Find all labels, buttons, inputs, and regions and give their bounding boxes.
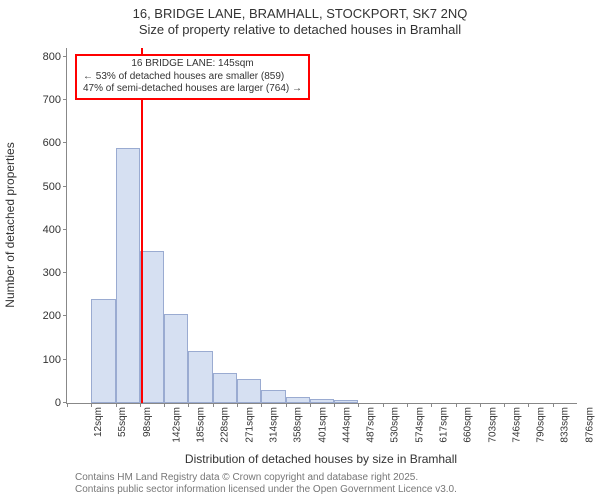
- y-tick-label: 700: [43, 94, 67, 106]
- x-tick-label: 185sqm: [196, 407, 207, 443]
- x-tick-mark: [188, 403, 189, 407]
- chart-title-line1: 16, BRIDGE LANE, BRAMHALL, STOCKPORT, SK…: [0, 6, 600, 21]
- plot-area: 010020030040050060070080012sqm55sqm98sqm…: [66, 48, 577, 404]
- histogram-bar: [310, 399, 334, 403]
- x-tick-mark: [334, 403, 335, 407]
- x-tick-mark: [237, 403, 238, 407]
- footer-attribution-2: Contains public sector information licen…: [75, 484, 457, 495]
- x-tick-mark: [528, 403, 529, 407]
- annotation-line-3: 47% of semi-detached houses are larger (…: [83, 83, 302, 96]
- footer-attribution-1: Contains HM Land Registry data © Crown c…: [75, 472, 418, 483]
- y-tick-label: 500: [43, 181, 67, 193]
- x-tick-label: 746sqm: [511, 407, 522, 443]
- x-tick-mark: [310, 403, 311, 407]
- y-tick-label: 200: [43, 310, 67, 322]
- reference-line: [141, 48, 143, 403]
- chart-title-line2: Size of property relative to detached ho…: [0, 22, 600, 37]
- y-tick-mark: [63, 315, 67, 316]
- histogram-bar: [140, 251, 164, 403]
- x-tick-label: 617sqm: [439, 407, 450, 443]
- x-tick-mark: [261, 403, 262, 407]
- x-tick-mark: [286, 403, 287, 407]
- x-tick-mark: [407, 403, 408, 407]
- y-tick-mark: [63, 359, 67, 360]
- x-tick-mark: [91, 403, 92, 407]
- x-tick-mark: [67, 403, 68, 407]
- y-axis-label: Number of detached properties: [3, 142, 17, 307]
- x-tick-mark: [480, 403, 481, 407]
- x-tick-label: 142sqm: [171, 407, 182, 443]
- x-tick-label: 530sqm: [390, 407, 401, 443]
- x-tick-mark: [431, 403, 432, 407]
- y-tick-mark: [63, 272, 67, 273]
- histogram-bar: [237, 379, 261, 403]
- y-tick-label: 800: [43, 51, 67, 63]
- property-size-chart: 16, BRIDGE LANE, BRAMHALL, STOCKPORT, SK…: [0, 0, 600, 500]
- x-tick-label: 876sqm: [584, 407, 595, 443]
- x-tick-mark: [456, 403, 457, 407]
- x-tick-label: 487sqm: [366, 407, 377, 443]
- x-tick-label: 703sqm: [487, 407, 498, 443]
- y-tick-mark: [63, 56, 67, 57]
- y-tick-mark: [63, 99, 67, 100]
- histogram-bar: [286, 397, 310, 403]
- x-tick-label: 98sqm: [142, 407, 153, 437]
- annotation-line-1: 16 BRIDGE LANE: 145sqm: [83, 58, 302, 71]
- y-tick-label: 600: [43, 137, 67, 149]
- x-tick-mark: [164, 403, 165, 407]
- x-tick-label: 271sqm: [244, 407, 255, 443]
- x-tick-mark: [383, 403, 384, 407]
- x-tick-mark: [140, 403, 141, 407]
- x-tick-label: 228sqm: [220, 407, 231, 443]
- annotation-line-2: ← 53% of detached houses are smaller (85…: [83, 71, 302, 84]
- x-tick-label: 574sqm: [414, 407, 425, 443]
- x-tick-label: 12sqm: [93, 407, 104, 437]
- x-tick-label: 401sqm: [317, 407, 328, 443]
- x-tick-mark: [213, 403, 214, 407]
- histogram-bar: [334, 400, 358, 403]
- histogram-bar: [91, 299, 115, 403]
- y-tick-label: 400: [43, 224, 67, 236]
- y-tick-mark: [63, 229, 67, 230]
- histogram-bar: [188, 351, 212, 403]
- annotation-box: 16 BRIDGE LANE: 145sqm← 53% of detached …: [75, 54, 310, 100]
- x-tick-label: 660sqm: [463, 407, 474, 443]
- x-tick-mark: [553, 403, 554, 407]
- x-tick-mark: [504, 403, 505, 407]
- y-tick-label: 0: [55, 397, 67, 409]
- x-tick-mark: [358, 403, 359, 407]
- y-tick-mark: [63, 186, 67, 187]
- histogram-bar: [116, 148, 140, 403]
- x-tick-label: 55sqm: [117, 407, 128, 437]
- x-tick-mark: [116, 403, 117, 407]
- x-axis-label: Distribution of detached houses by size …: [66, 452, 576, 466]
- x-tick-label: 833sqm: [560, 407, 571, 443]
- x-tick-label: 444sqm: [341, 407, 352, 443]
- y-tick-mark: [63, 142, 67, 143]
- x-tick-label: 358sqm: [293, 407, 304, 443]
- histogram-bar: [261, 390, 285, 403]
- y-tick-label: 300: [43, 267, 67, 279]
- histogram-bar: [213, 373, 237, 403]
- x-tick-label: 314sqm: [269, 407, 280, 443]
- y-tick-label: 100: [43, 354, 67, 366]
- x-tick-label: 790sqm: [536, 407, 547, 443]
- histogram-bar: [164, 314, 188, 403]
